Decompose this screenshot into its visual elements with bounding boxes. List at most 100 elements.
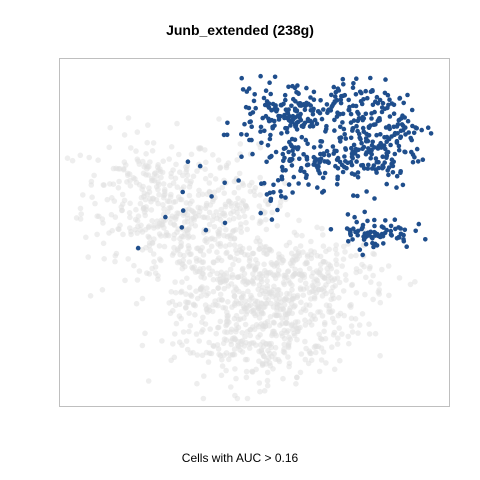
cell-point-highlighted bbox=[304, 155, 310, 160]
cell-point-background bbox=[336, 325, 343, 331]
cell-point-background bbox=[298, 299, 304, 306]
cell-point-background bbox=[268, 300, 274, 307]
cell-point-background bbox=[190, 234, 196, 240]
cell-point-highlighted bbox=[355, 128, 360, 134]
cell-point-background bbox=[302, 317, 308, 324]
cell-point-background bbox=[186, 259, 193, 265]
cell-point-highlighted bbox=[279, 131, 284, 136]
cell-point-background bbox=[264, 318, 271, 325]
cell-point-background bbox=[145, 122, 151, 128]
cell-point-highlighted bbox=[290, 117, 295, 122]
cell-point-background bbox=[154, 164, 161, 170]
cell-point-highlighted bbox=[236, 178, 241, 183]
cell-point-highlighted bbox=[286, 182, 292, 187]
cell-point-highlighted bbox=[290, 148, 295, 153]
cell-point-background bbox=[239, 349, 246, 355]
cell-point-background bbox=[209, 308, 216, 315]
cell-point-background bbox=[281, 297, 288, 303]
cell-point-highlighted bbox=[365, 95, 370, 101]
cell-point-background bbox=[233, 328, 239, 335]
cell-point-background bbox=[178, 315, 184, 322]
cell-point-highlighted bbox=[369, 143, 375, 148]
cell-point-highlighted bbox=[357, 247, 363, 252]
cell-point-background bbox=[303, 345, 309, 352]
cell-point-background bbox=[178, 289, 184, 296]
cell-point-highlighted bbox=[355, 232, 361, 238]
cell-point-highlighted bbox=[275, 207, 280, 213]
cell-point-background bbox=[264, 382, 271, 389]
cell-point-background bbox=[366, 331, 373, 337]
cell-point-background bbox=[152, 170, 158, 176]
cell-point-highlighted bbox=[368, 155, 374, 161]
cell-point-highlighted bbox=[295, 146, 300, 152]
cell-point-background bbox=[277, 199, 284, 205]
cell-point-highlighted bbox=[322, 170, 328, 176]
cell-point-highlighted bbox=[386, 172, 391, 178]
cell-point-background bbox=[257, 246, 263, 252]
cell-point-highlighted bbox=[304, 172, 309, 178]
cell-point-highlighted bbox=[346, 239, 351, 244]
cell-point-highlighted bbox=[295, 90, 301, 96]
cell-point-background bbox=[263, 340, 269, 347]
cell-point-background bbox=[160, 158, 166, 164]
cell-point-highlighted bbox=[389, 157, 395, 162]
cell-point-background bbox=[235, 274, 241, 281]
cell-point-highlighted bbox=[375, 118, 381, 124]
cell-point-background bbox=[266, 323, 273, 329]
cell-point-highlighted bbox=[290, 190, 295, 195]
cell-point-background bbox=[120, 167, 127, 173]
cell-point-background bbox=[308, 322, 315, 328]
cell-point-background bbox=[177, 235, 183, 242]
cell-point-highlighted bbox=[399, 122, 405, 127]
cell-point-background bbox=[359, 261, 365, 268]
cell-point-background bbox=[333, 257, 339, 263]
cell-point-background bbox=[122, 277, 128, 284]
cell-point-background bbox=[158, 257, 164, 264]
cell-point-background bbox=[377, 299, 384, 306]
cell-point-background bbox=[271, 320, 277, 326]
cell-point-highlighted bbox=[366, 162, 371, 168]
cell-point-background bbox=[216, 116, 222, 122]
cell-point-background bbox=[298, 351, 305, 357]
cell-point-background bbox=[119, 191, 126, 198]
cell-point-background bbox=[249, 214, 256, 221]
cell-point-highlighted bbox=[311, 162, 317, 167]
cell-point-background bbox=[152, 264, 159, 270]
cell-point-background bbox=[337, 357, 343, 364]
cell-point-background bbox=[304, 253, 311, 260]
cell-point-background bbox=[309, 282, 316, 289]
cell-point-highlighted bbox=[380, 163, 386, 168]
cell-point-background bbox=[216, 297, 222, 303]
cell-point-highlighted bbox=[283, 125, 288, 131]
cell-point-highlighted bbox=[401, 100, 407, 106]
cell-point-background bbox=[263, 361, 269, 367]
cell-point-background bbox=[166, 156, 172, 162]
cell-point-background bbox=[193, 255, 200, 262]
cell-point-highlighted bbox=[362, 209, 368, 215]
cell-point-background bbox=[100, 240, 107, 247]
cell-point-background bbox=[172, 302, 179, 309]
cell-point-background bbox=[227, 254, 234, 260]
cell-point-background bbox=[155, 200, 161, 207]
cell-point-background bbox=[226, 217, 233, 223]
cell-point-highlighted bbox=[415, 159, 421, 164]
cell-point-background bbox=[231, 235, 238, 242]
cell-point-highlighted bbox=[343, 147, 349, 152]
cell-point-background bbox=[112, 258, 118, 265]
cell-point-highlighted bbox=[372, 109, 377, 115]
cell-point-background bbox=[349, 329, 356, 335]
cell-point-highlighted bbox=[368, 75, 373, 81]
cell-point-background bbox=[147, 159, 153, 165]
cell-point-background bbox=[267, 269, 274, 276]
cell-point-highlighted bbox=[359, 226, 365, 232]
cell-point-highlighted bbox=[340, 111, 346, 117]
cell-point-highlighted bbox=[352, 172, 357, 177]
cell-point-background bbox=[179, 265, 186, 272]
cell-point-background bbox=[243, 219, 249, 226]
cell-point-background bbox=[295, 250, 301, 257]
cell-point-background bbox=[221, 285, 227, 292]
cell-point-highlighted bbox=[258, 129, 263, 134]
cell-point-highlighted bbox=[401, 238, 407, 244]
cell-point-background bbox=[192, 223, 199, 229]
cell-point-background bbox=[322, 319, 328, 326]
